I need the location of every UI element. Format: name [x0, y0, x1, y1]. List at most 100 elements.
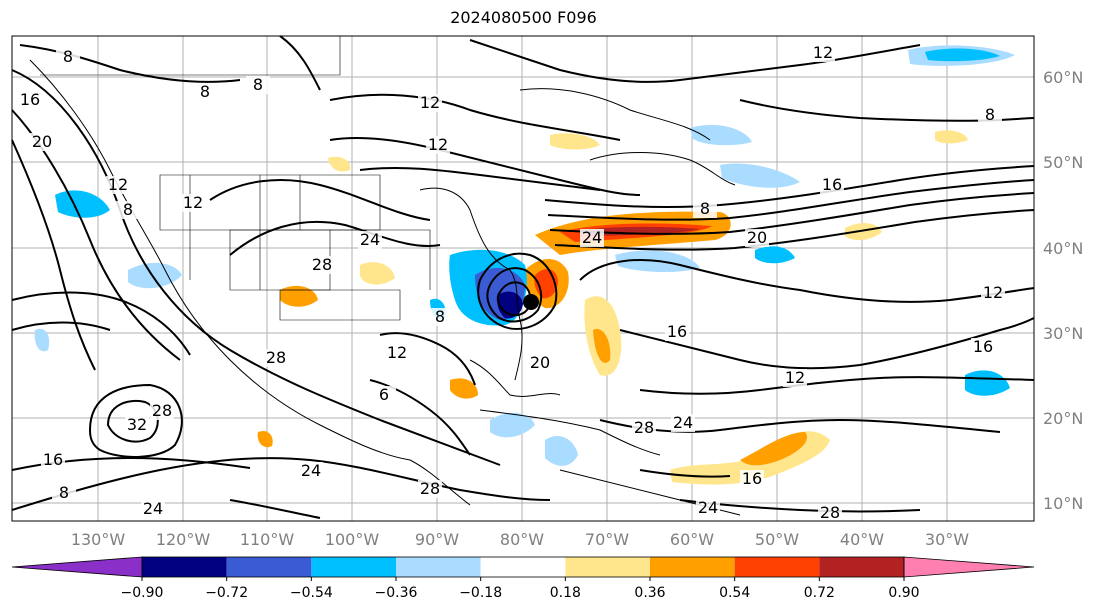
longitude-label: 80°W	[500, 530, 544, 549]
contour-label-bg	[125, 416, 149, 434]
contour-label: 8	[200, 82, 210, 101]
colorbar-box	[480, 557, 566, 577]
contour-label: 12	[983, 283, 1003, 302]
contour-label-bg	[745, 229, 769, 247]
contour-label: 6	[379, 385, 389, 404]
contour-label-bg	[981, 284, 1005, 302]
colorbar-tick-label: 0.54	[719, 585, 750, 601]
colorbar-tick-label: −0.36	[375, 585, 418, 601]
latitude-label: 10°N	[1043, 494, 1083, 513]
contour-label-bg	[310, 256, 334, 274]
colorbar-box	[565, 557, 650, 577]
contour-label-bg	[978, 106, 1002, 124]
map-frame	[11, 35, 1035, 522]
hurricane-center-marker	[523, 294, 539, 310]
contour-label: 16	[822, 175, 842, 194]
contour-label-bg	[418, 94, 442, 112]
contour-labels: 8 8 8 12 12 12 16 20 12 8 12 24 28 8 24 20 16 12 16 16 20 12 6…	[18, 43, 1005, 522]
contour-label-bg	[150, 402, 174, 420]
latitude-label: 40°N	[1043, 239, 1083, 258]
contour-label: 12	[420, 93, 440, 112]
contour-label-bg	[106, 176, 130, 194]
contour-label: 12	[387, 343, 407, 362]
longitude-label: 70°W	[585, 530, 629, 549]
contour-label-bg	[116, 201, 140, 219]
contour-label: 28	[420, 479, 440, 498]
colorbar-tick-label: 0.90	[888, 585, 919, 601]
longitude-label: 110°W	[240, 530, 295, 549]
contour-label: 16	[43, 450, 63, 469]
colorbar-box	[226, 557, 312, 577]
longitude-label: 120°W	[156, 530, 211, 549]
colorbar-box	[142, 557, 227, 577]
contour-label: 16	[20, 90, 40, 109]
contour-label-bg	[632, 419, 656, 437]
contour-label: 28	[820, 503, 840, 522]
contour-label: 16	[667, 322, 687, 341]
longitude-label: 130°W	[71, 530, 126, 549]
colorbar-tick-label: 0.72	[804, 585, 835, 601]
latitude-labels: 60°N 50°N 40°N 30°N 20°N 10°N	[1043, 68, 1083, 513]
contour-label-bg	[811, 44, 835, 62]
contour-label: 24	[360, 230, 380, 249]
colorbar-tick-label: −0.72	[205, 585, 248, 601]
contour-label-bg	[693, 200, 717, 218]
contour-label-bg	[56, 48, 80, 66]
contour-label-bg	[141, 500, 165, 518]
contour-label-bg	[783, 369, 807, 387]
colorbar-tick-label: −0.54	[290, 585, 333, 601]
contour-label-bg	[181, 194, 205, 212]
contour-label-bg	[696, 499, 720, 517]
contour-label-bg	[971, 338, 995, 356]
contour-label-bg	[299, 462, 323, 480]
contour-label: 12	[108, 175, 128, 194]
colorbar: −0.90 −0.72 −0.54 −0.36 −0.18 0.18 0.36 0.54 0.7…	[11, 556, 1035, 601]
contour-label-bg	[264, 349, 288, 367]
contour-label: 12	[813, 43, 833, 62]
contour-label-bg	[41, 451, 65, 469]
contour-label-bg	[418, 480, 442, 498]
contour-label-bg	[193, 83, 217, 101]
contour-label-bg	[428, 308, 452, 326]
contour-label: 12	[183, 193, 203, 212]
contour-label-bg	[818, 504, 842, 522]
longitude-label: 60°W	[670, 530, 714, 549]
map-title: 2024080500 F096	[450, 8, 597, 27]
contour-label: 12	[428, 135, 448, 154]
contour-label: 24	[673, 413, 693, 432]
longitude-label: 30°W	[925, 530, 969, 549]
contour-label: 8	[253, 75, 263, 94]
colorbar-tick-label: 0.36	[634, 585, 665, 601]
contour-label: 12	[785, 368, 805, 387]
contour-label: 28	[312, 255, 332, 274]
colorbar-tick-label: 0.18	[550, 585, 581, 601]
longitude-label: 90°W	[415, 530, 459, 549]
contour-label: 8	[985, 105, 995, 124]
contour-label-bg	[740, 470, 764, 488]
contour-label: 8	[435, 307, 445, 326]
contour-label: 20	[747, 228, 767, 247]
colorbar-box	[396, 557, 481, 577]
contour-label-bg	[580, 229, 604, 247]
contour-label-bg	[426, 136, 450, 154]
latitude-label: 20°N	[1043, 409, 1083, 428]
longitude-label: 40°W	[840, 530, 884, 549]
contour-label: 24	[698, 498, 718, 517]
colorbar-tick-label: −0.18	[459, 585, 502, 601]
colorbar-box	[311, 557, 396, 577]
contour-label: 8	[700, 199, 710, 218]
contour-label-bg	[52, 484, 76, 502]
longitude-labels: 130°W 120°W 110°W 100°W 90°W 80°W 70°W 60°W 50°W…	[71, 530, 969, 549]
contour-label-bg	[671, 414, 695, 432]
contour-label: 16	[973, 337, 993, 356]
contour-label: 28	[634, 418, 654, 437]
contour-label: 16	[742, 469, 762, 488]
contour-label-bg	[30, 133, 54, 151]
contour-label: 8	[59, 483, 69, 502]
coastlines	[29, 59, 741, 516]
contour-label: 32	[127, 415, 147, 434]
colorbar-extend-high	[903, 556, 1035, 578]
contours	[11, 35, 1035, 519]
colorbar-outline	[141, 556, 905, 578]
